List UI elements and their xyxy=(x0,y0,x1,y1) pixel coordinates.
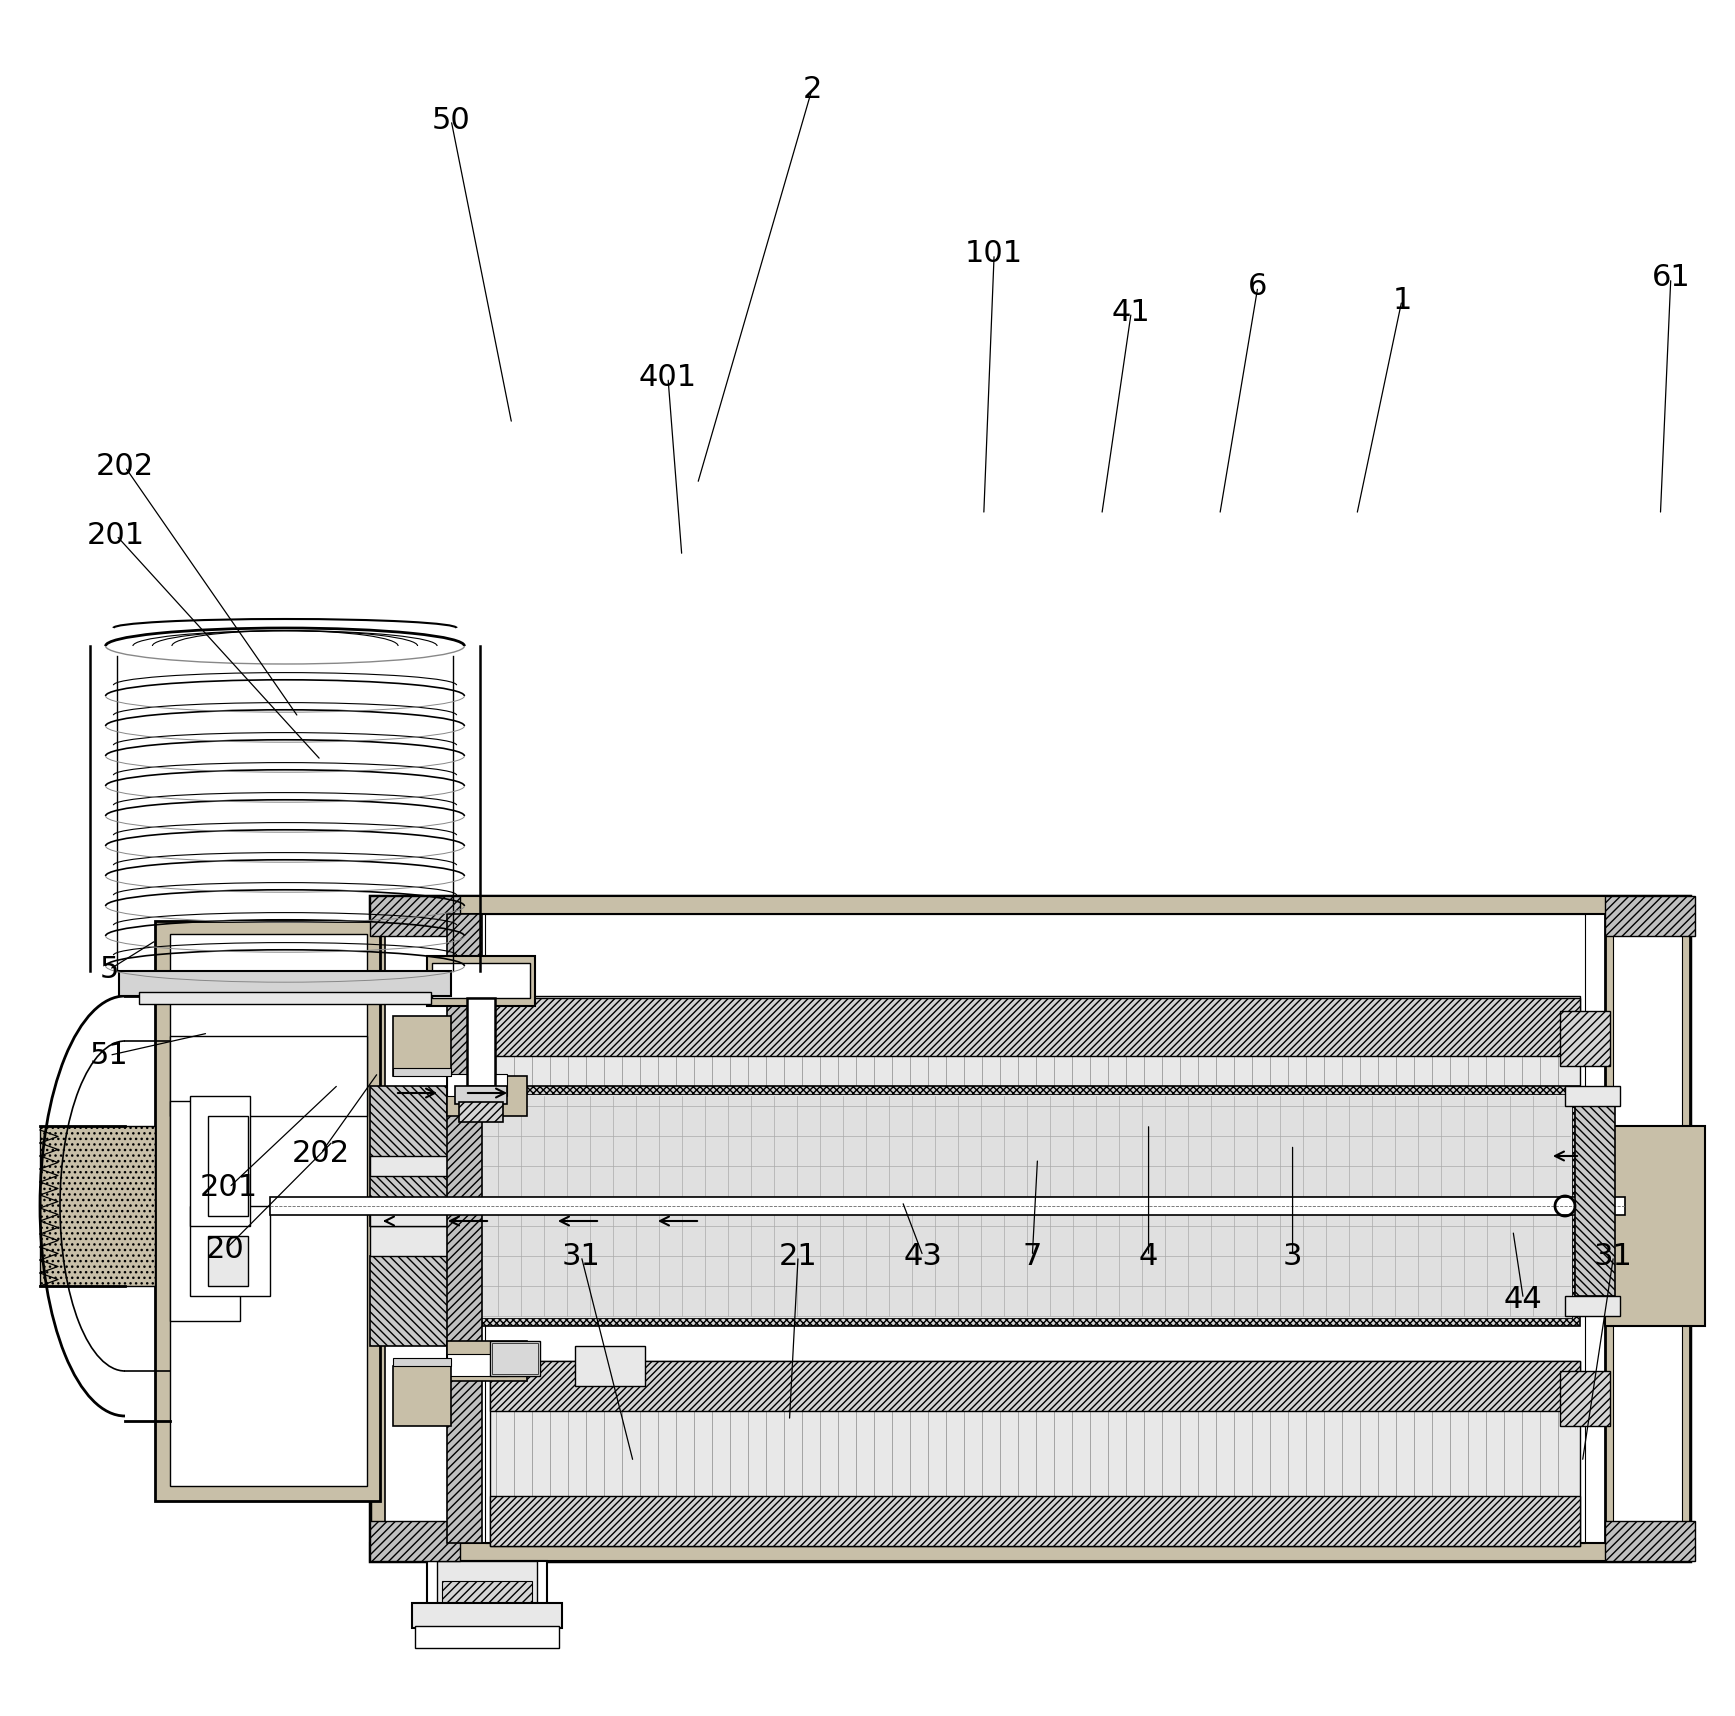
Bar xyxy=(170,1102,239,1321)
Text: 5: 5 xyxy=(99,956,120,983)
Bar xyxy=(370,896,1690,1562)
Text: 2: 2 xyxy=(802,76,822,103)
Text: 6: 6 xyxy=(1247,273,1268,300)
Bar xyxy=(1565,1296,1620,1316)
Bar xyxy=(370,1543,1690,1562)
Bar xyxy=(191,1206,271,1296)
Bar xyxy=(191,1097,250,1225)
Bar xyxy=(370,1256,449,1345)
Bar xyxy=(411,1603,562,1628)
Bar xyxy=(415,1627,559,1647)
Bar xyxy=(1614,904,1681,1553)
Bar xyxy=(370,1225,470,1256)
Bar xyxy=(394,1067,451,1076)
Bar xyxy=(574,1345,645,1387)
Text: 61: 61 xyxy=(1652,264,1690,292)
Text: 43: 43 xyxy=(904,1242,942,1270)
Bar xyxy=(1605,896,1695,935)
Bar xyxy=(489,1340,540,1376)
Bar xyxy=(170,1036,368,1115)
Bar xyxy=(208,1115,248,1217)
Bar xyxy=(208,1236,248,1285)
Bar xyxy=(1605,1126,1706,1326)
Text: 7: 7 xyxy=(1022,1242,1043,1270)
Bar xyxy=(448,1074,507,1097)
Bar xyxy=(427,956,534,1006)
Bar xyxy=(486,915,1586,1543)
Bar xyxy=(154,921,380,1502)
Bar xyxy=(460,1102,503,1122)
Text: 401: 401 xyxy=(638,364,697,391)
Text: 20: 20 xyxy=(206,1236,245,1263)
Bar xyxy=(448,1354,507,1376)
Text: 44: 44 xyxy=(1504,1285,1542,1313)
Text: 31: 31 xyxy=(562,1242,600,1270)
Text: 4: 4 xyxy=(1138,1242,1159,1270)
Bar xyxy=(394,1357,451,1366)
Bar xyxy=(1565,1086,1620,1107)
Bar xyxy=(394,1016,451,1076)
Bar xyxy=(448,915,482,1543)
Bar xyxy=(370,1086,449,1225)
Bar xyxy=(442,1580,533,1627)
Bar xyxy=(489,1225,1581,1277)
Bar xyxy=(370,1157,460,1175)
Bar xyxy=(370,1520,460,1562)
Bar xyxy=(448,1076,527,1115)
Bar xyxy=(448,1340,527,1381)
Text: 41: 41 xyxy=(1112,299,1150,326)
Text: 101: 101 xyxy=(965,240,1024,268)
Text: 202: 202 xyxy=(291,1139,350,1167)
Text: 50: 50 xyxy=(432,106,470,134)
Bar xyxy=(455,1095,1572,1318)
Bar xyxy=(120,971,451,995)
Bar xyxy=(370,896,1690,915)
Text: 3: 3 xyxy=(1282,1242,1303,1270)
Bar xyxy=(489,1496,1581,1546)
Bar xyxy=(1605,1520,1695,1562)
Bar xyxy=(455,1086,507,1103)
Bar xyxy=(1560,1011,1610,1066)
Bar xyxy=(467,999,494,1086)
Bar xyxy=(432,963,529,999)
Bar xyxy=(139,992,432,1004)
Text: 31: 31 xyxy=(1594,1242,1633,1270)
Bar xyxy=(448,1086,1581,1326)
Bar xyxy=(427,1562,547,1627)
Bar xyxy=(170,934,368,1486)
Bar xyxy=(1575,1107,1615,1296)
Bar xyxy=(394,1366,451,1426)
Bar xyxy=(489,1361,1581,1546)
Bar xyxy=(493,1344,538,1375)
Bar xyxy=(370,1206,460,1225)
Text: 1: 1 xyxy=(1391,287,1412,314)
Text: 21: 21 xyxy=(779,1242,817,1270)
Text: 51: 51 xyxy=(90,1042,128,1069)
Bar xyxy=(489,995,1581,1277)
Bar xyxy=(271,1198,1626,1215)
Bar xyxy=(370,896,460,935)
Bar xyxy=(1560,1371,1610,1426)
Text: 202: 202 xyxy=(95,453,154,480)
Bar xyxy=(40,1126,154,1285)
Bar xyxy=(437,1562,538,1627)
Text: 201: 201 xyxy=(87,522,146,549)
Bar xyxy=(385,911,1674,1546)
Bar xyxy=(489,999,1581,1055)
Text: 201: 201 xyxy=(200,1174,259,1201)
Bar xyxy=(489,1361,1581,1411)
Bar xyxy=(1605,896,1690,1562)
